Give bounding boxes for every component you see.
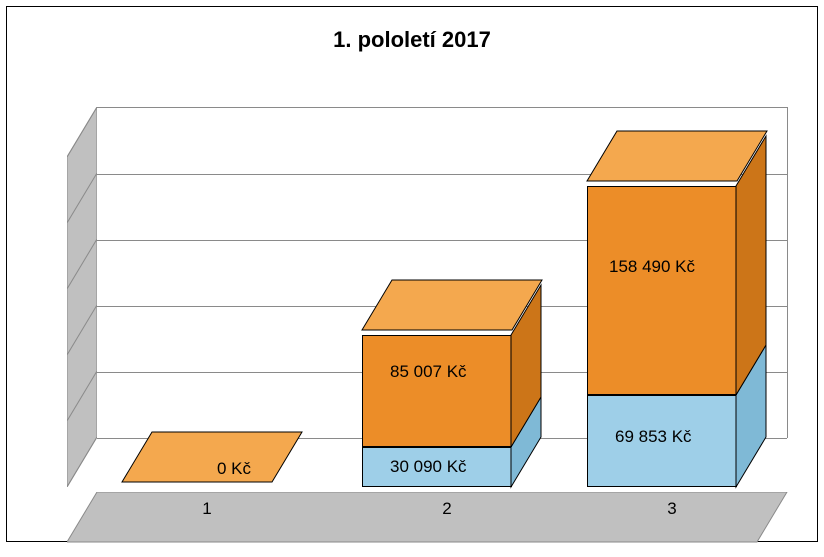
bar-2-cap — [362, 280, 552, 335]
bar-2-top-front — [362, 335, 512, 447]
bar-3-top-front — [587, 186, 737, 395]
x-label-3: 3 — [642, 499, 702, 519]
bar-3-bottom-label: 69 853 Kč — [615, 427, 692, 447]
bar-1-top-label: 0 Kč — [217, 459, 251, 479]
x-label-2: 2 — [417, 499, 477, 519]
bar-2-bottom-label: 30 090 Kč — [390, 457, 467, 477]
bar-3: 69 853 Kč 158 490 Kč — [587, 127, 777, 487]
chart-title: 1. pololetí 2017 — [7, 27, 817, 53]
bar-3-top-label: 158 490 Kč — [609, 257, 695, 277]
bar-2-top-label: 85 007 Kč — [390, 362, 467, 382]
plot-area: 0 Kč 30 090 Kč 85 007 Kč — [67, 107, 787, 487]
bar-2: 30 090 Kč 85 007 Kč — [362, 277, 552, 487]
chart-frame: 1. pololetí 2017 — [6, 6, 818, 542]
x-label-1: 1 — [177, 499, 237, 519]
bar-3-cap — [587, 131, 777, 186]
bar-1: 0 Kč — [122, 477, 302, 487]
